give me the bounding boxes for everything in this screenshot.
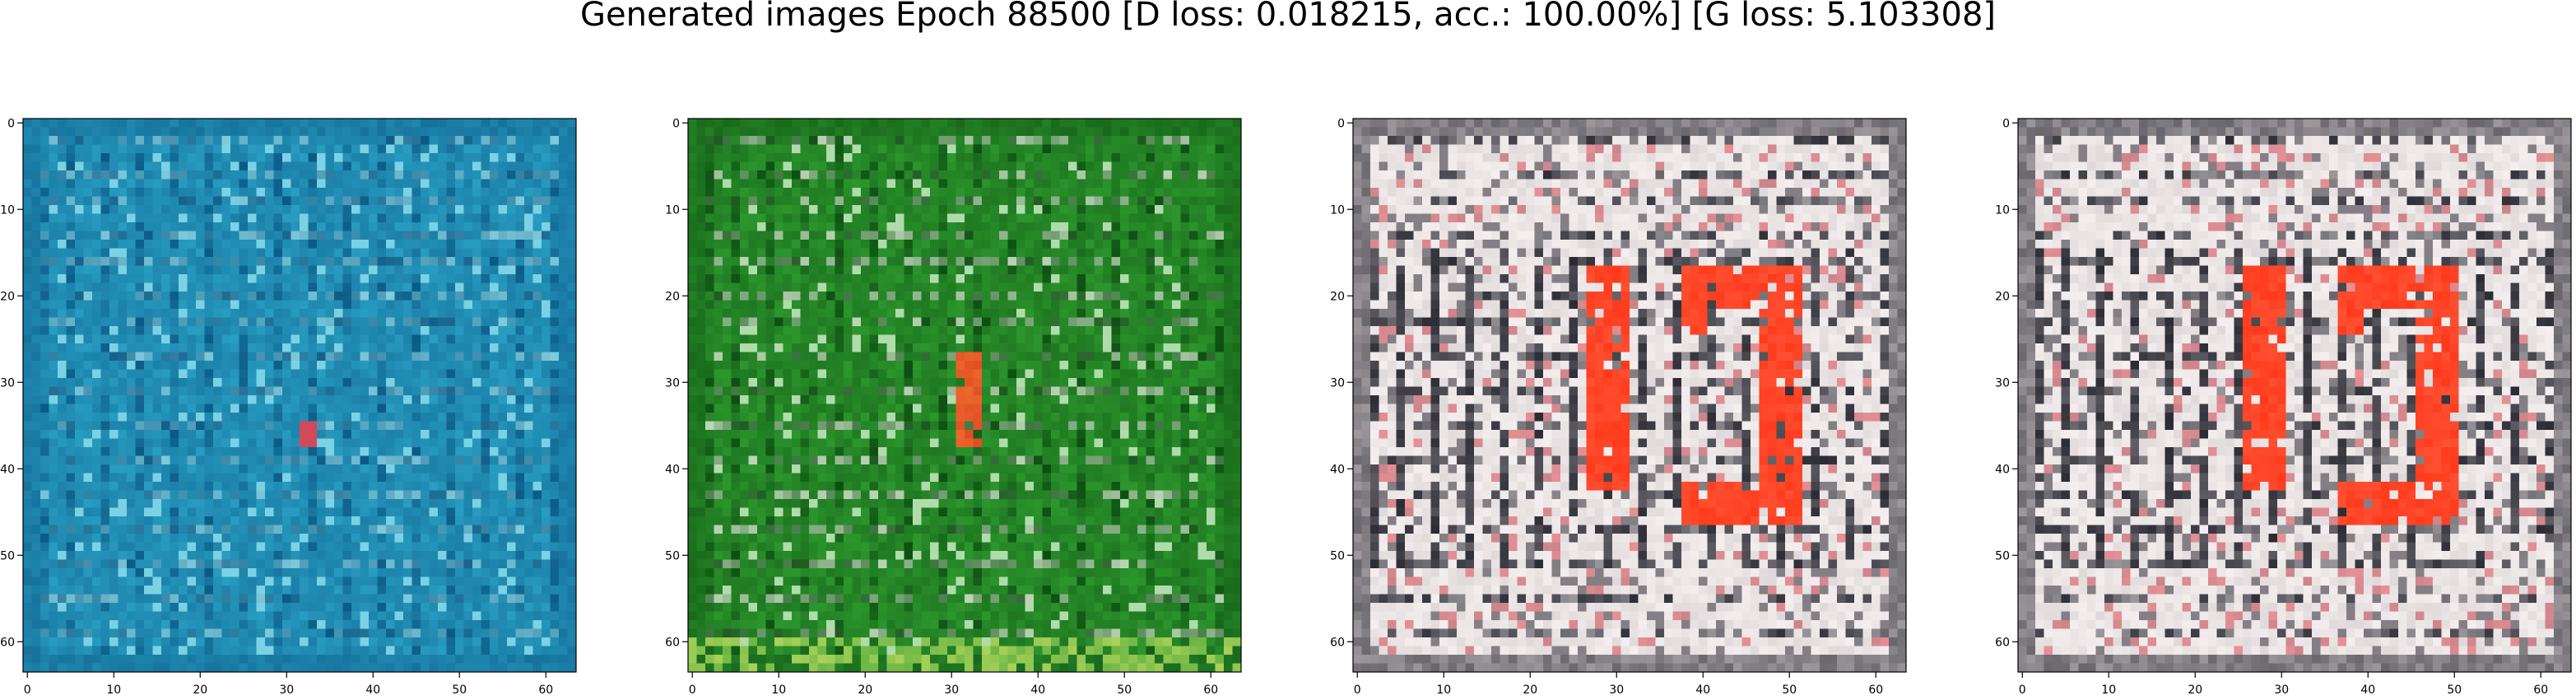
x-tick-label: 10 [1436,684,1451,697]
y-tick-label: 50 [1330,549,1345,562]
y-tick-label: 20 [0,290,15,303]
x-tick-label: 40 [2360,684,2375,697]
x-tick-label: 0 [1354,684,1361,697]
y-tick-label: 10 [1330,203,1345,217]
y-tick-label: 20 [1330,290,1345,303]
y-tick-label: 40 [665,463,680,476]
x-tick-label: 10 [2101,684,2116,697]
y-tick-label: 50 [665,549,680,562]
y-tick-label: 30 [0,376,15,390]
y-tick-label: 10 [665,203,680,217]
x-tick-label: 30 [944,684,959,697]
panel-3-axes: 0 10 20 30 40 50 60 0 10 20 30 40 50 60 [1330,107,1923,700]
x-tick-label: 20 [1523,684,1537,697]
x-tick-label: 50 [452,684,467,697]
y-tick-label: 40 [1995,463,2010,476]
image-panel-2: 0 10 20 30 40 50 60 0 10 20 30 40 50 60 [665,107,1258,700]
y-tick-label: 60 [1995,636,2010,649]
x-tick-label: 0 [689,684,696,697]
y-tick-label: 30 [1995,376,2010,390]
generated-image-3 [1353,119,1906,672]
x-tick-label: 10 [771,684,786,697]
x-tick-label: 30 [2274,684,2289,697]
y-tick-label: 60 [1330,636,1345,649]
y-tick-label: 50 [0,549,15,562]
y-tick-label: 40 [0,463,15,476]
x-tick-label: 10 [106,684,121,697]
x-tick-label: 60 [2533,684,2548,697]
y-tick-label: 0 [2002,117,2010,130]
x-tick-label: 50 [1782,684,1797,697]
x-tick-label: 0 [24,684,31,697]
x-tick-label: 30 [279,684,294,697]
x-tick-label: 30 [1609,684,1624,697]
y-tick-label: 10 [1995,203,2010,217]
x-tick-label: 50 [1117,684,1132,697]
x-tick-label: 60 [538,684,553,697]
panel-2-axes: 0 10 20 30 40 50 60 0 10 20 30 40 50 60 [665,107,1258,700]
y-tick-label: 20 [1995,290,2010,303]
image-panel-4: 0 10 20 30 40 50 60 0 10 20 30 40 50 60 [1995,107,2576,700]
x-tick-label: 0 [2019,684,2026,697]
x-tick-label: 20 [858,684,872,697]
y-tick-label: 30 [1330,376,1345,390]
image-panel-1: 0 10 20 30 40 50 60 0 10 20 30 40 50 60 [0,107,593,700]
y-tick-label: 10 [0,203,15,217]
y-tick-label: 50 [1995,549,2010,562]
x-tick-label: 50 [2447,684,2462,697]
y-tick-label: 30 [665,376,680,390]
panel-1-axes: 0 10 20 30 40 50 60 0 10 20 30 40 50 60 [0,107,593,700]
figure-title: Generated images Epoch 88500 [D loss: 0.… [0,0,2576,49]
y-tick-label: 60 [0,636,15,649]
panel-4-axes: 0 10 20 30 40 50 60 0 10 20 30 40 50 60 [1995,107,2576,700]
y-tick-label: 0 [672,117,680,130]
generated-image-4 [2018,119,2571,672]
generated-image-2 [688,119,1241,672]
x-tick-label: 40 [1030,684,1045,697]
x-tick-label: 40 [1695,684,1710,697]
y-tick-label: 0 [7,117,15,130]
y-tick-label: 60 [665,636,680,649]
image-panel-3: 0 10 20 30 40 50 60 0 10 20 30 40 50 60 [1330,107,1923,700]
generated-image-1 [23,119,576,672]
x-tick-label: 20 [193,684,207,697]
y-tick-label: 40 [1330,463,1345,476]
x-tick-label: 20 [2188,684,2202,697]
x-tick-label: 60 [1868,684,1883,697]
y-tick-label: 0 [1337,117,1345,130]
y-tick-label: 20 [665,290,680,303]
x-tick-label: 60 [1203,684,1218,697]
x-tick-label: 40 [365,684,380,697]
